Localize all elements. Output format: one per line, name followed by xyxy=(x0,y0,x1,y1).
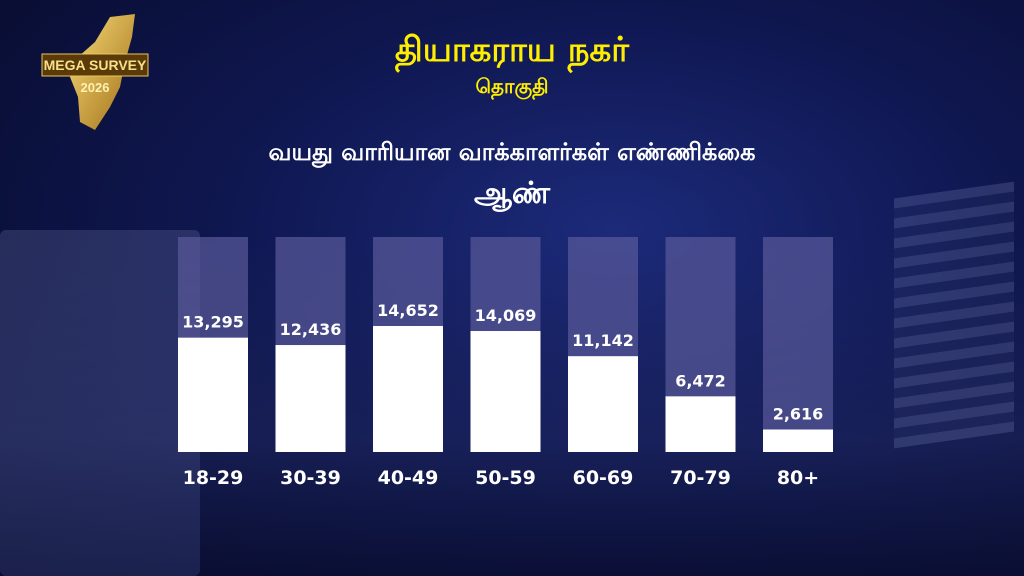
category-label: 80+ xyxy=(777,467,819,489)
value-label: 13,295 xyxy=(182,313,244,332)
value-label: 6,472 xyxy=(675,371,726,390)
value-label: 11,142 xyxy=(572,331,634,350)
bar-30-39 xyxy=(275,345,346,452)
category-label: 18-29 xyxy=(183,467,244,489)
category-label: 30-39 xyxy=(280,467,341,489)
value-label: 14,069 xyxy=(475,306,537,325)
constituency-title: தியாகராய நகர் xyxy=(394,30,630,70)
bar-track xyxy=(763,237,833,452)
bar-50-59 xyxy=(470,331,541,452)
bar-18-29 xyxy=(178,337,248,452)
value-label: 12,436 xyxy=(280,320,342,339)
bar-70-79 xyxy=(665,396,736,452)
bar-40-49 xyxy=(373,325,443,452)
gender-label: ஆண் xyxy=(473,176,551,211)
background-building xyxy=(0,230,200,576)
category-label: 40-49 xyxy=(378,467,439,489)
bar-80+ xyxy=(763,429,833,452)
svg-text:MEGA SURVEY: MEGA SURVEY xyxy=(44,57,147,73)
svg-text:2026: 2026 xyxy=(81,80,110,95)
bar-60-69 xyxy=(568,356,638,452)
category-label: 60-69 xyxy=(573,467,634,489)
constituency-suffix: தொகுதி xyxy=(475,74,549,98)
value-label: 14,652 xyxy=(377,301,439,320)
value-label: 2,616 xyxy=(773,405,824,424)
chart-subtitle: வயது வாரியான வாக்காளர்கள் எண்ணிக்கை xyxy=(268,138,756,166)
mega-survey-logo: MEGA SURVEY 2026 xyxy=(40,12,150,132)
category-label: 70-79 xyxy=(670,467,731,489)
category-label: 50-59 xyxy=(475,467,536,489)
